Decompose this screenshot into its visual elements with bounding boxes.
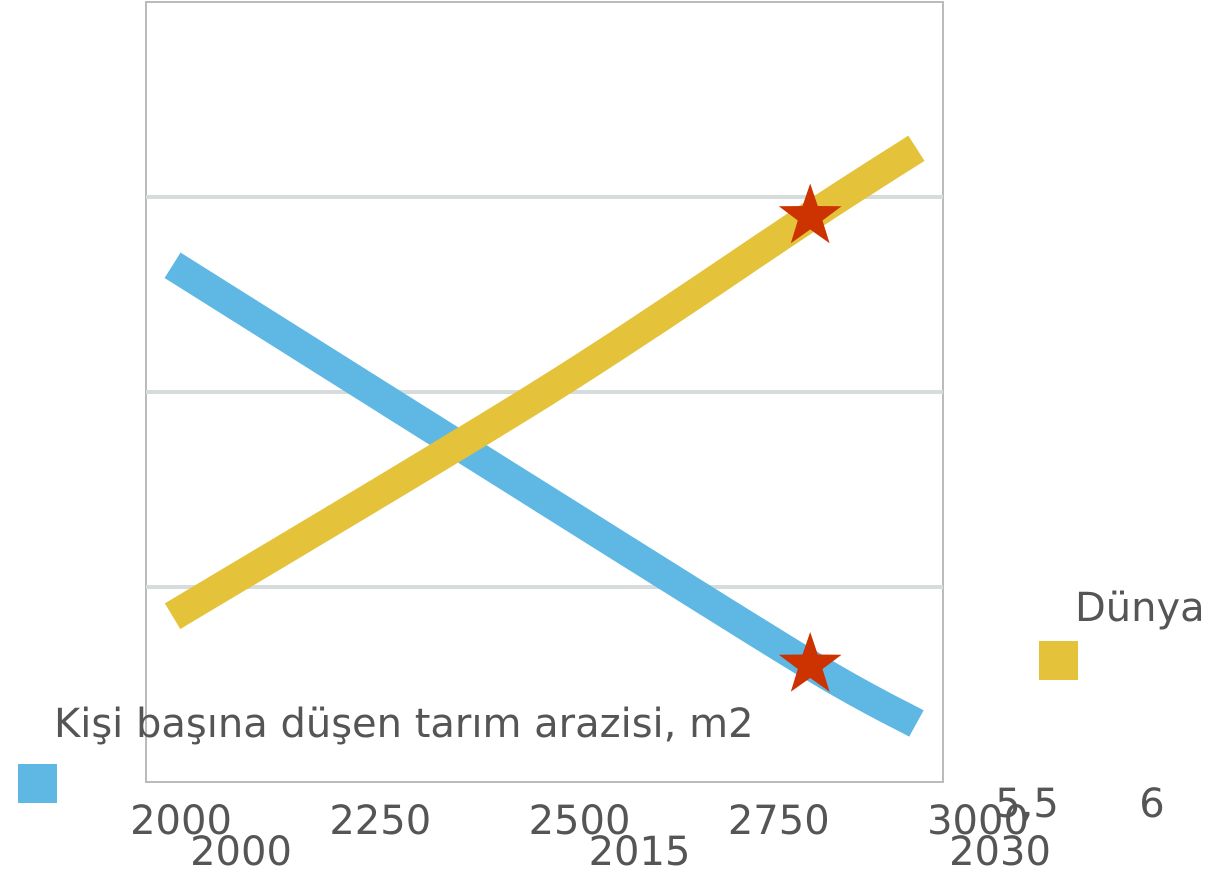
legend-label-agri: Kişi başına düşen tarım arazisi, m2 xyxy=(54,701,754,747)
legend-series-2: Dünya xyxy=(1039,585,1205,680)
x-tick-label: 3000 xyxy=(927,798,1029,844)
x-tick-label-year: 2015 xyxy=(589,829,691,874)
star-marker-1 xyxy=(778,632,842,692)
legend-label-world: Dünya xyxy=(1075,585,1205,631)
star-marker-2 xyxy=(778,183,842,244)
x-tick-label: 2250 xyxy=(329,798,431,844)
marker-layer xyxy=(778,183,842,692)
legend-swatch-world xyxy=(1039,641,1078,680)
x-tick-label-right: 5,5 xyxy=(995,781,1059,827)
x-tick-label-year: 2030 xyxy=(949,829,1051,874)
series-line-2 xyxy=(164,135,925,630)
x-tick-label: 2750 xyxy=(728,798,830,844)
legend-swatch-agri xyxy=(18,764,57,803)
series-layer xyxy=(164,135,925,737)
legend-series-1: Kişi başına düşen tarım arazisi, m2 xyxy=(18,701,754,803)
x-tick-label: 2000 xyxy=(130,798,232,844)
x-tick-label-year: 2000 xyxy=(190,829,292,874)
series-line-1 xyxy=(164,252,924,737)
x-tick-label-right: 6 xyxy=(1139,781,1164,827)
x-tick-label: 2500 xyxy=(529,798,631,844)
